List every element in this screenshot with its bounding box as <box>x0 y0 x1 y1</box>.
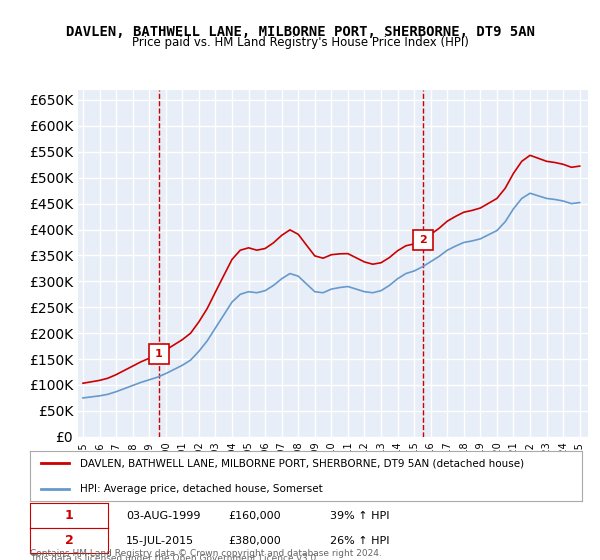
Text: 03-AUG-1999: 03-AUG-1999 <box>126 511 200 521</box>
Text: 2: 2 <box>65 534 73 547</box>
Text: This data is licensed under the Open Government Licence v3.0.: This data is licensed under the Open Gov… <box>30 554 319 560</box>
Text: Price paid vs. HM Land Registry's House Price Index (HPI): Price paid vs. HM Land Registry's House … <box>131 36 469 49</box>
Text: £160,000: £160,000 <box>228 511 281 521</box>
Text: 1: 1 <box>155 349 163 359</box>
Text: DAVLEN, BATHWELL LANE, MILBORNE PORT, SHERBORNE, DT9 5AN (detached house): DAVLEN, BATHWELL LANE, MILBORNE PORT, SH… <box>80 459 524 468</box>
Text: 26% ↑ HPI: 26% ↑ HPI <box>330 536 389 546</box>
Text: DAVLEN, BATHWELL LANE, MILBORNE PORT, SHERBORNE, DT9 5AN: DAVLEN, BATHWELL LANE, MILBORNE PORT, SH… <box>65 25 535 39</box>
Text: 15-JUL-2015: 15-JUL-2015 <box>126 536 194 546</box>
Text: 39% ↑ HPI: 39% ↑ HPI <box>330 511 389 521</box>
Text: £380,000: £380,000 <box>228 536 281 546</box>
Text: 2: 2 <box>419 235 427 245</box>
Text: 1: 1 <box>65 509 73 522</box>
Text: Contains HM Land Registry data © Crown copyright and database right 2024.: Contains HM Land Registry data © Crown c… <box>30 549 382 558</box>
Text: HPI: Average price, detached house, Somerset: HPI: Average price, detached house, Some… <box>80 484 322 493</box>
